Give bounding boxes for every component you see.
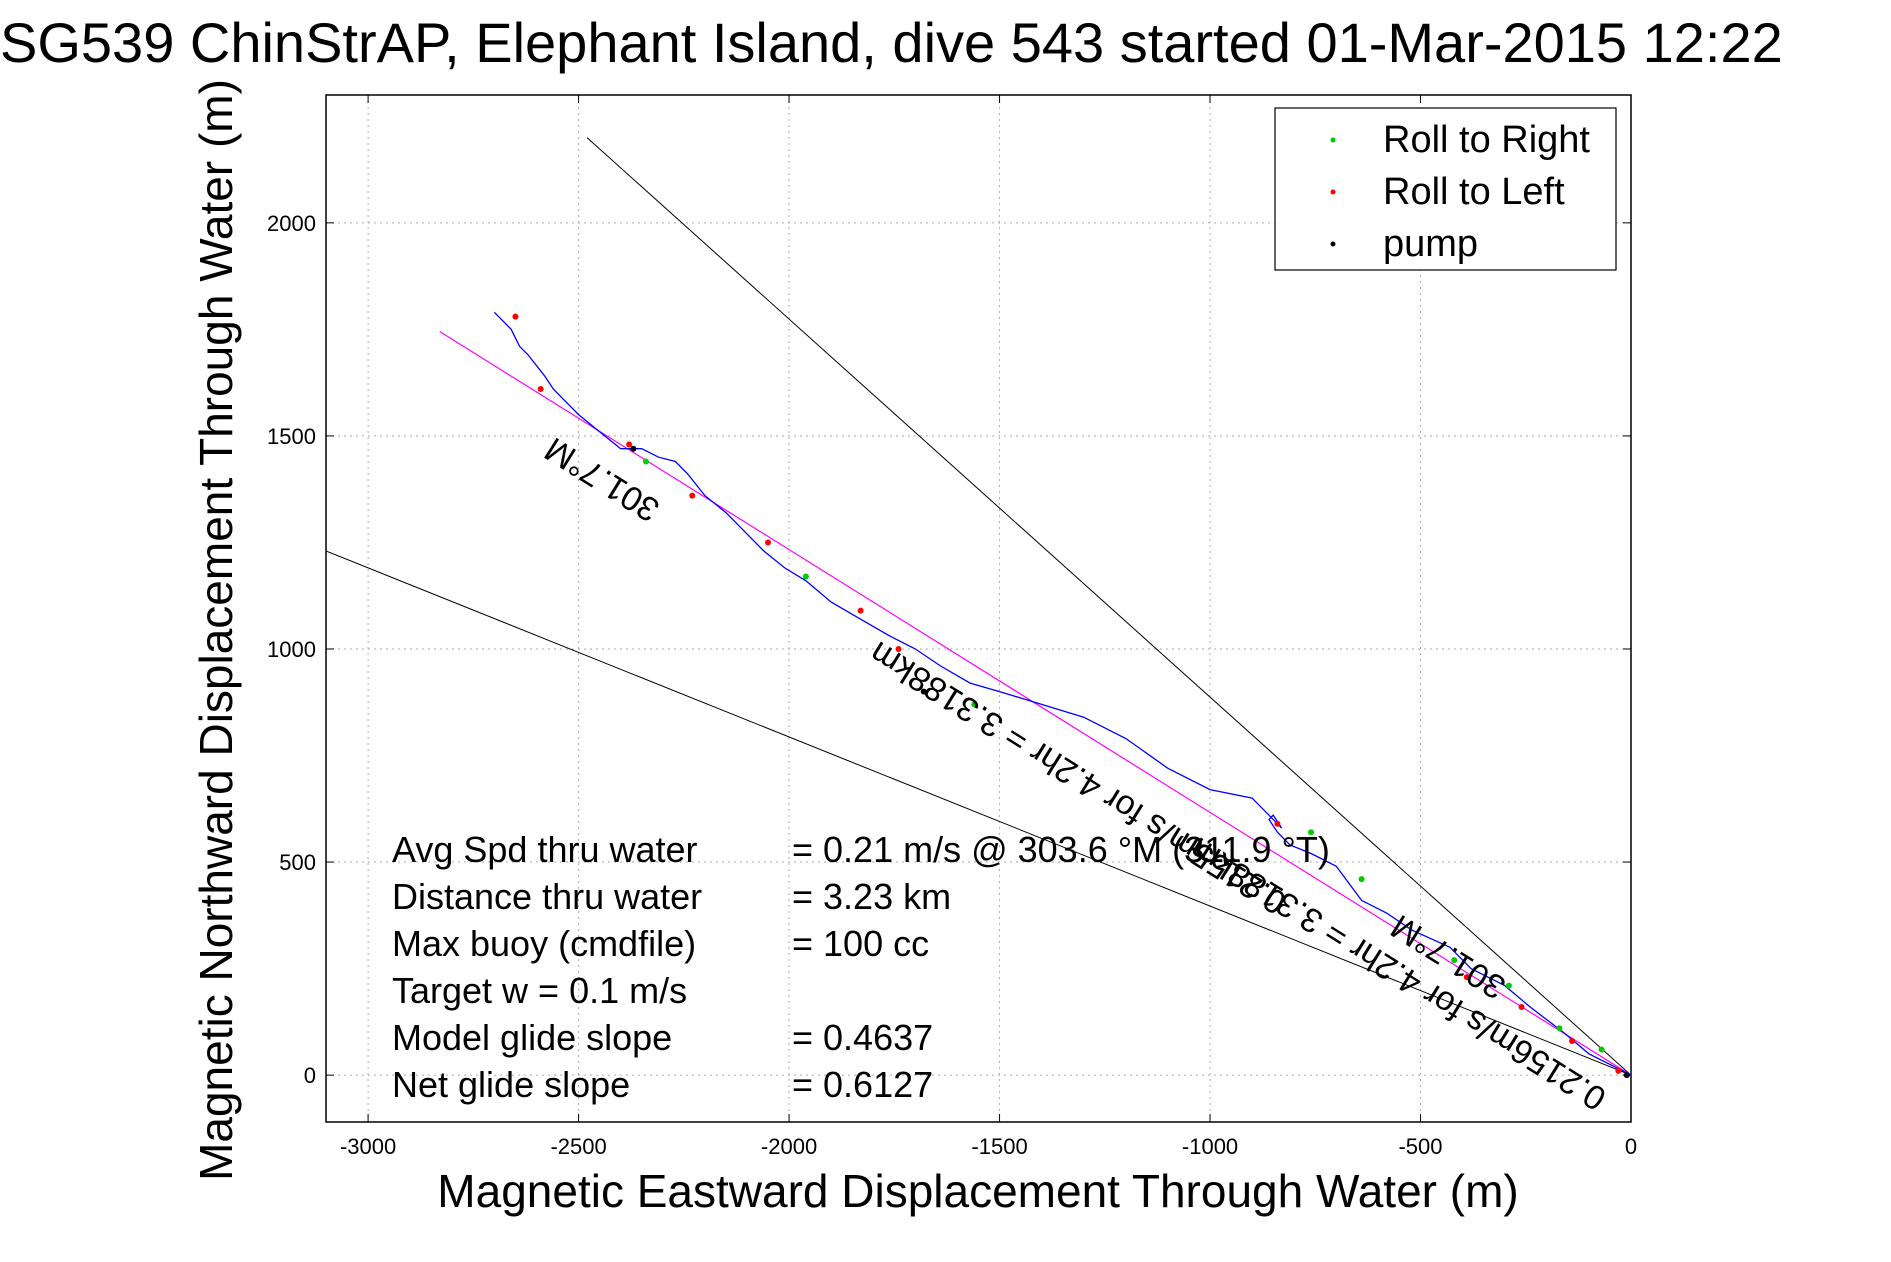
stats-label: Model glide slope [392,1017,672,1058]
track-annotation: 301.7°M [538,430,666,530]
chart-title: SG539 ChinStrAP, Elephant Island, dive 5… [0,11,1783,74]
x-tick-label: -1500 [971,1134,1027,1159]
roll-left-point [895,645,902,652]
stats-label: Avg Spd thru water [392,829,698,870]
roll-right-point [1308,829,1315,836]
roll-left-point [1463,974,1470,981]
roll-left-point [857,607,864,614]
roll-right-point [1598,1046,1605,1053]
stats-value: = 100 cc [792,923,929,964]
stats-value: = 0.21 m/s @ 303.6 °M (311.9 °T) [792,829,1330,870]
x-axis-label: Magnetic Eastward Displacement Through W… [437,1165,1518,1217]
stats-label: Max buoy (cmdfile) [392,923,696,964]
y-axis-label: Magnetic Northward Displacement Through … [190,79,242,1181]
stats-label: Distance thru water [392,876,702,917]
roll-left-point [1569,1038,1576,1045]
roll-left-point [512,313,519,320]
y-tick-label: 500 [279,850,316,875]
y-tick-label: 0 [304,1063,316,1088]
y-axis-ticks: 0 500 1000 1500 2000 [267,211,1631,1088]
x-tick-label: 0 [1625,1134,1637,1159]
roll-left-point [1518,1003,1525,1010]
roll-right-point [802,573,809,580]
roll-right-point [642,458,649,465]
legend: Roll to Right Roll to Left pump [1274,107,1617,271]
roll-right-point [1358,876,1365,883]
stats-value: = 0.6127 [792,1064,933,1105]
roll-right-point [1505,982,1512,989]
legend-label: Roll to Left [1383,171,1565,213]
pump-point [1623,1072,1630,1079]
legend-marker [1330,137,1336,143]
track-line [493,311,1631,1076]
plot-lines [326,137,1631,1076]
legend-label: pump [1383,223,1478,265]
plot-annotations: 301.7°M0.2155m/s for 4.2hr = 3.3188km0.2… [538,430,1612,1118]
track-annotation: 0.2156m/s for 4.2hr = 3.3188km [1183,830,1613,1118]
stats-value: = 3.23 km [792,876,951,917]
roll-left-point [537,386,544,393]
pump-point [920,688,927,695]
roll-left-point [626,441,633,448]
plot-area-frame [325,94,1632,1123]
pump-point [630,445,637,452]
roll-left-point [689,492,696,499]
y-tick-label: 1500 [267,424,316,449]
roll-left-point [1274,820,1281,827]
x-axis-ticks: -3000 -2500 -2000 -1500 -1000 -500 0 [340,95,1637,1159]
stats-block: Avg Spd thru water = 0.21 m/s @ 303.6 °M … [392,829,1330,1105]
y-tick-label: 2000 [267,211,316,236]
stats-label: Target w = 0.1 m/s [392,970,687,1011]
legend-marker [1330,241,1336,247]
roll-left-point [1615,1067,1622,1074]
x-tick-label: -3000 [340,1134,396,1159]
course-line [439,330,1631,1076]
plot-points [512,313,1630,1079]
roll-right-point [1556,1025,1563,1032]
roll-right-point [971,701,978,708]
x-tick-label: -2500 [550,1134,606,1159]
envelope-line [326,550,1631,1076]
legend-label: Roll to Right [1383,119,1590,161]
legend-marker [1330,189,1336,195]
stats-label: Net glide slope [392,1064,630,1105]
roll-right-point [1451,957,1458,964]
stats-value: = 0.4637 [792,1017,933,1058]
x-tick-label: -500 [1398,1134,1442,1159]
y-tick-label: 1000 [267,637,316,662]
x-tick-label: -2000 [761,1134,817,1159]
roll-left-point [765,539,772,546]
x-tick-label: -1000 [1182,1134,1238,1159]
envelope-line [586,137,1631,1076]
